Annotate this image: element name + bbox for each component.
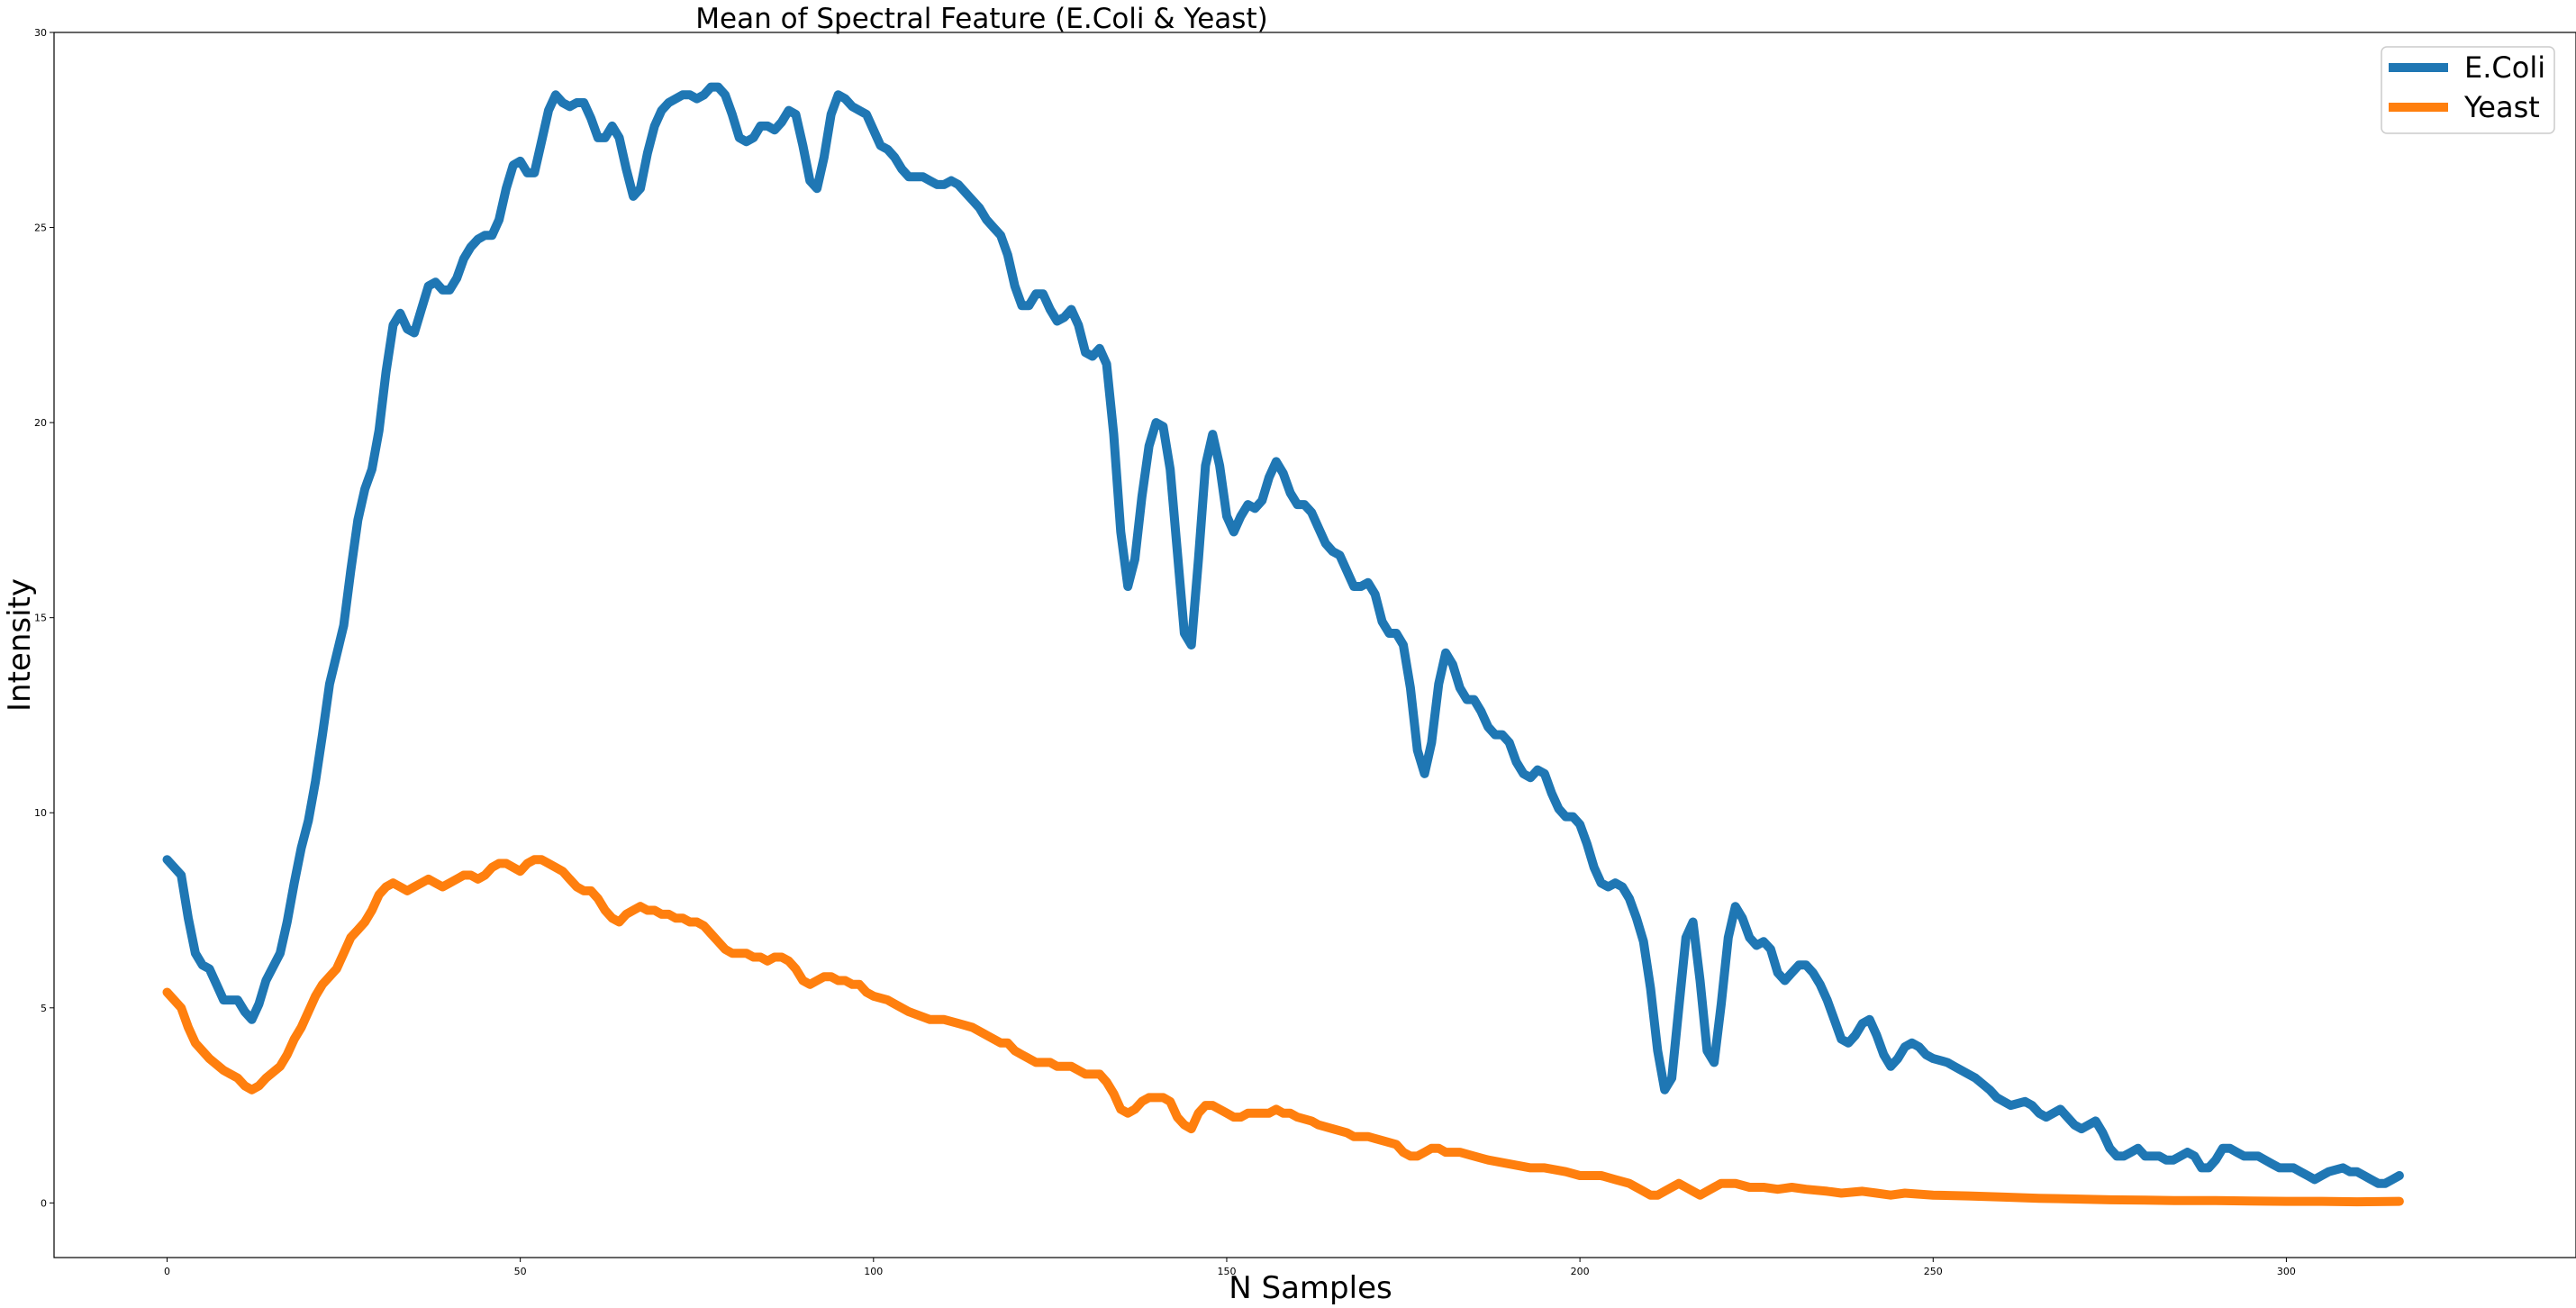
series-line-1	[162, 855, 2404, 1207]
x-tick-label-1: 50	[514, 1266, 527, 1277]
y-tick-label-6: 30	[34, 27, 47, 39]
y-tick-label-2: 10	[34, 807, 47, 819]
series-lines	[162, 82, 2404, 1207]
legend-label-1: Yeast	[2463, 90, 2540, 124]
y-tick-label-4: 20	[34, 417, 47, 429]
plot-area: 0 50 100 150 200 250 300 0 5 10 15 20 25 30	[34, 27, 2576, 1277]
y-axis-label: Intensity	[2, 578, 38, 712]
axes-frame	[53, 32, 2576, 1258]
series-line-0	[162, 82, 2404, 1188]
x-axis-label: N Samples	[1229, 1270, 1392, 1306]
legend-label-0: E.Coli	[2464, 50, 2545, 85]
x-tick-label-3: 150	[1217, 1266, 1236, 1277]
chart-title: Mean of Spectral Feature (E.Coli & Yeast…	[695, 3, 1267, 35]
y-tick-label-3: 15	[34, 613, 47, 624]
y-tick-label-5: 25	[34, 223, 47, 234]
x-tick-label-2: 100	[864, 1266, 883, 1277]
x-tick-label-4: 200	[1571, 1266, 1590, 1277]
y-tick-label-1: 5	[41, 1003, 47, 1014]
y-tick-label-0: 0	[41, 1197, 47, 1209]
legend: E.Coli Yeast	[2381, 46, 2555, 134]
y-axis-ticks: 0 5 10 15 20 25 30	[34, 27, 54, 1209]
x-tick-label-5: 250	[1924, 1266, 1943, 1277]
x-axis-ticks: 0 50 100 150 200 250 300	[164, 1258, 2296, 1277]
legend-entries: E.Coli Yeast	[2389, 50, 2545, 124]
x-tick-label-6: 300	[2277, 1266, 2296, 1277]
x-tick-label-0: 0	[164, 1266, 170, 1277]
